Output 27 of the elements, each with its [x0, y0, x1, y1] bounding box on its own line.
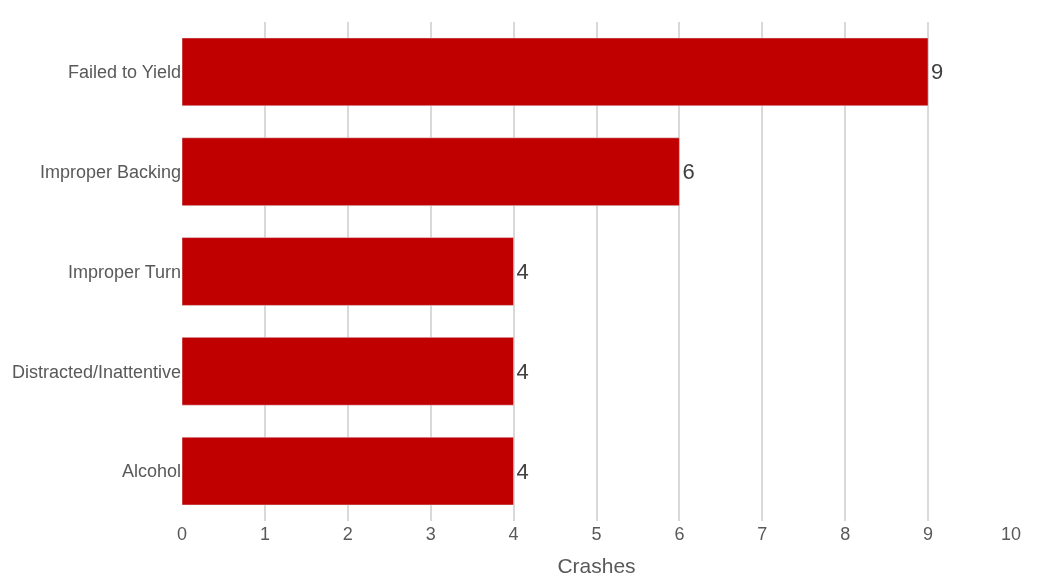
- data-label: 4: [516, 358, 529, 384]
- y-tick-label: Improper Turn: [67, 261, 181, 282]
- bar: [182, 337, 514, 406]
- y-tick-label: Alcohol: [121, 461, 181, 482]
- data-label: 4: [516, 458, 529, 484]
- bar: [182, 436, 514, 506]
- x-axis-title: Crashes: [557, 554, 636, 578]
- bar: [182, 37, 929, 107]
- bar: [182, 137, 680, 206]
- data-label: 9: [931, 59, 944, 85]
- x-tick-label: 4: [508, 524, 519, 544]
- x-tick-label: 9: [923, 524, 934, 544]
- x-tick-label: 2: [342, 524, 353, 544]
- x-tick-label: 0: [176, 524, 188, 544]
- x-tick-label: 1: [259, 524, 270, 544]
- x-tick-label: 10: [1000, 524, 1022, 544]
- data-label: 6: [682, 159, 695, 185]
- x-tick-label: 3: [425, 524, 436, 544]
- x-tick-label: 8: [840, 524, 851, 544]
- x-tick-label: 5: [591, 524, 602, 544]
- y-tick-label: Improper Backing: [39, 162, 181, 182]
- bar: [182, 237, 514, 306]
- x-tick-label: 7: [757, 524, 768, 544]
- y-tick-label: Distracted/Inattentive: [11, 361, 181, 382]
- data-label: 4: [516, 259, 529, 284]
- x-tick-label: 6: [674, 524, 685, 544]
- y-tick-label: Failed to Yield: [67, 62, 181, 83]
